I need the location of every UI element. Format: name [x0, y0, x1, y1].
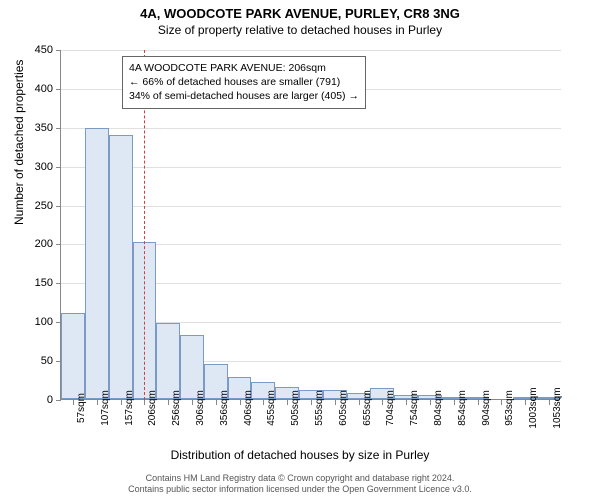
xtick-label: 57sqm — [76, 393, 87, 423]
xtick-mark — [240, 400, 241, 405]
ytick-mark — [56, 128, 61, 129]
histogram-bar — [109, 135, 133, 399]
xtick-mark — [454, 400, 455, 405]
x-axis-label: Distribution of detached houses by size … — [0, 448, 600, 462]
histogram-bar — [61, 313, 85, 399]
ytick-label: 0 — [13, 394, 53, 406]
xtick-label: 555sqm — [314, 390, 325, 426]
xtick-label: 306sqm — [195, 390, 206, 426]
ytick-mark — [56, 89, 61, 90]
annotation-line1: 4A WOODCOTE PARK AVENUE: 206sqm — [129, 61, 359, 75]
xtick-mark — [263, 400, 264, 405]
xtick-mark — [144, 400, 145, 405]
ytick-label: 100 — [13, 316, 53, 328]
ytick-mark — [56, 167, 61, 168]
xtick-mark — [97, 400, 98, 405]
xtick-mark — [121, 400, 122, 405]
ytick-mark — [56, 244, 61, 245]
xtick-mark — [430, 400, 431, 405]
xtick-mark — [216, 400, 217, 405]
xtick-mark — [382, 400, 383, 405]
grid-line — [61, 167, 561, 168]
footer-attribution: Contains HM Land Registry data © Crown c… — [0, 473, 600, 496]
xtick-label: 406sqm — [243, 390, 254, 426]
ytick-mark — [56, 206, 61, 207]
chart-subtitle: Size of property relative to detached ho… — [0, 21, 600, 37]
xtick-label: 655sqm — [362, 390, 373, 426]
annotation-line2: ← 66% of detached houses are smaller (79… — [129, 75, 359, 89]
xtick-label: 206sqm — [147, 390, 158, 426]
xtick-label: 455sqm — [266, 390, 277, 426]
xtick-mark — [73, 400, 74, 405]
xtick-mark — [168, 400, 169, 405]
xtick-label: 1003sqm — [528, 387, 539, 428]
xtick-label: 107sqm — [100, 390, 111, 426]
ytick-mark — [56, 283, 61, 284]
xtick-label: 953sqm — [504, 390, 515, 426]
xtick-mark — [501, 400, 502, 405]
xtick-label: 256sqm — [171, 390, 182, 426]
grid-line — [61, 206, 561, 207]
xtick-label: 1053sqm — [552, 387, 563, 428]
xtick-label: 854sqm — [457, 390, 468, 426]
grid-line — [61, 50, 561, 51]
xtick-mark — [478, 400, 479, 405]
xtick-mark — [311, 400, 312, 405]
footer-line2: Contains public sector information licen… — [0, 484, 600, 496]
xtick-mark — [406, 400, 407, 405]
ytick-label: 300 — [13, 161, 53, 173]
annotation-box: 4A WOODCOTE PARK AVENUE: 206sqm ← 66% of… — [122, 56, 366, 109]
ytick-label: 350 — [13, 122, 53, 134]
xtick-label: 605sqm — [338, 390, 349, 426]
xtick-label: 157sqm — [124, 390, 135, 426]
ytick-mark — [56, 50, 61, 51]
ytick-label: 200 — [13, 238, 53, 250]
chart-title: 4A, WOODCOTE PARK AVENUE, PURLEY, CR8 3N… — [0, 0, 600, 21]
ytick-label: 50 — [13, 355, 53, 367]
histogram-bar — [85, 128, 109, 399]
xtick-mark — [192, 400, 193, 405]
xtick-label: 804sqm — [433, 390, 444, 426]
xtick-mark — [287, 400, 288, 405]
xtick-mark — [335, 400, 336, 405]
xtick-label: 704sqm — [385, 390, 396, 426]
ytick-label: 450 — [13, 44, 53, 56]
xtick-label: 754sqm — [409, 390, 420, 426]
xtick-mark — [525, 400, 526, 405]
chart-area: 05010015020025030035040045057sqm107sqm15… — [60, 50, 560, 400]
xtick-label: 904sqm — [481, 390, 492, 426]
histogram-bar — [156, 323, 180, 399]
grid-line — [61, 128, 561, 129]
xtick-label: 505sqm — [290, 390, 301, 426]
xtick-mark — [359, 400, 360, 405]
annotation-line3: 34% of semi-detached houses are larger (… — [129, 89, 359, 103]
ytick-mark — [56, 400, 61, 401]
xtick-label: 356sqm — [219, 390, 230, 426]
footer-line1: Contains HM Land Registry data © Crown c… — [0, 473, 600, 485]
ytick-label: 150 — [13, 277, 53, 289]
ytick-label: 400 — [13, 83, 53, 95]
xtick-mark — [549, 400, 550, 405]
ytick-label: 250 — [13, 200, 53, 212]
